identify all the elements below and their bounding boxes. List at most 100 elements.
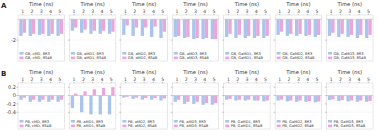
y-tick [274,40,276,41]
x-tick [50,82,51,83]
bars [328,19,372,38]
y-tick [119,112,121,113]
legend: GB, aMD2, 8R3GB, aMD2, 8S4B [122,52,158,61]
bar [331,19,334,33]
bar [144,19,147,27]
x-tick-label: 3 [348,9,351,14]
x-tick [144,82,145,83]
bar [150,19,153,37]
legend-label: PB, GaMD1, 8R3 [231,120,260,124]
grid-line [121,112,167,113]
bar [368,96,371,101]
legend-label: PB, aMD1, 8R3 [76,120,103,124]
legend-label: GB, GaMD2, 8S4B [282,56,315,60]
bar [163,19,166,32]
legend-swatch [328,52,332,55]
bar [304,96,307,102]
x-tick [237,82,238,83]
x-tick [74,14,75,15]
legend-label: PB, aMD3, 8R3 [179,120,206,124]
x-tick-label: 1 [21,77,24,82]
plot-frame [327,15,373,61]
bar [122,96,125,98]
x-tick [134,14,135,15]
bar [38,19,41,35]
legend-swatch [225,57,229,60]
grid-line [69,40,115,41]
legend-label: PB, cMD, 8S4B [25,124,52,128]
bar [32,19,35,34]
bar [135,19,138,27]
x-tick-label: 3 [297,77,300,82]
bar [341,19,344,34]
grid-line [121,103,167,104]
x-tick-label: 2 [133,77,136,82]
x-tick-label: 4 [100,9,103,14]
x-tick [214,82,215,83]
legend-label: PB, GaMD3, 8S4B [334,124,366,128]
bar [359,96,362,101]
plot-frame [172,83,218,129]
plot-frame [18,15,64,61]
x-tick [316,14,317,15]
bar [89,19,92,34]
x-tick [204,82,205,83]
bar [317,19,320,35]
x-tick-label: 5 [58,9,61,14]
axis-title: Time (ns) [285,1,310,7]
x-tick-label: 3 [40,77,43,82]
x-tick-label: 2 [185,77,188,82]
x-tick-label: 5 [110,9,113,14]
bar [196,19,199,38]
bar [186,96,189,102]
plot-frame [121,15,167,61]
x-tick-label: 1 [124,77,127,82]
bar [144,96,147,99]
plot-frame [172,15,218,61]
bar [71,96,74,109]
y-tick [325,87,327,88]
y-tick-label: 0 [13,92,16,98]
x-tick [279,82,280,83]
bar [141,19,144,36]
y-tick [222,103,224,104]
bar [83,91,86,95]
x-tick-label: 2 [82,77,85,82]
x-tick [340,14,341,15]
x-tick [31,82,32,83]
bars [19,19,63,36]
y-tick [325,40,327,41]
panel: Time (ns)12345GB, GaMD2, 8R3GB, GaMD2, 8… [274,1,322,61]
bar [244,19,247,38]
grid-line [18,40,64,41]
axis-title: Time (ns) [182,1,207,7]
bars [71,87,115,114]
bar [304,19,307,36]
grid-line [224,87,270,88]
grid-line [224,40,270,41]
bar [102,19,105,31]
x-tick [134,82,135,83]
bar [153,19,156,26]
bar [256,19,259,36]
bars [276,19,320,37]
bar [174,19,177,37]
x-tick-label: 4 [255,9,258,14]
x-tick [101,14,102,15]
y-tick [119,95,121,96]
panel-label: A [1,2,7,10]
legend-swatch [122,52,126,55]
bar [122,19,125,35]
x-tick-label: 5 [264,77,267,82]
bar [350,96,353,101]
bar [211,19,214,39]
legend-swatch [277,57,281,60]
bar [93,89,96,95]
x-tick [359,14,360,15]
legend-label: GB, aMD3, 8R3 [179,52,206,56]
x-tick-label: 1 [227,9,230,14]
y-tick [222,95,224,96]
bar [99,96,102,115]
x-tick-label: 2 [133,9,136,14]
x-tick [153,14,154,15]
